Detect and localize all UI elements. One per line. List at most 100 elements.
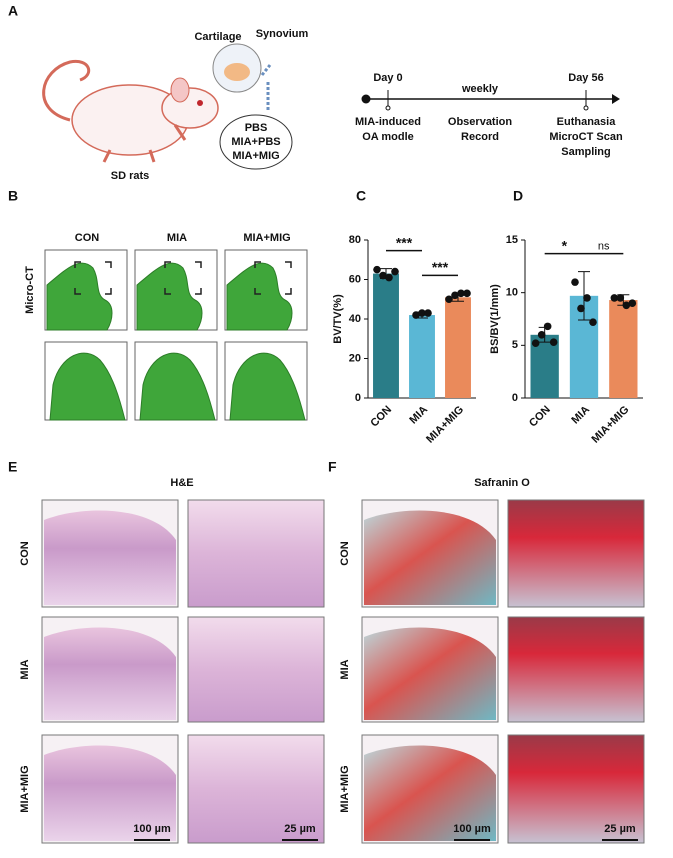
bar: [609, 300, 638, 398]
x-tick-label: MIA+MIG: [590, 404, 632, 446]
data-point: [385, 273, 393, 282]
data-point: [373, 265, 381, 274]
y-tick-label: 40: [349, 313, 361, 325]
event-text: Euthanasia: [557, 116, 617, 128]
y-axis-label: BV/TV(%): [332, 294, 344, 344]
scale-bar-label: 25 µm: [284, 823, 316, 835]
event-text: MIA-induced: [355, 116, 421, 128]
significance-label: ns: [598, 241, 610, 253]
group-header: CON: [75, 232, 100, 244]
significance-label: ***: [432, 259, 449, 275]
group-label: PBS: [245, 122, 268, 134]
data-point: [379, 271, 387, 280]
panel-label: A: [8, 3, 18, 19]
timeline-arrow: [612, 94, 620, 104]
x-tick-label: MIA: [407, 404, 430, 427]
significance-label: *: [562, 237, 568, 253]
y-axis-label: BS/BV(1/mm): [489, 284, 501, 354]
tissue-section: [364, 510, 496, 605]
histology-image: [507, 499, 645, 608]
data-point: [549, 338, 558, 346]
scale-bar-label: 100 µm: [453, 823, 491, 835]
cartilage-icon: [224, 63, 250, 81]
row-label: MIA+MIG: [339, 765, 351, 812]
event-text: OA modle: [362, 131, 414, 143]
row-label: MIA: [19, 659, 31, 679]
microct-bone: [136, 262, 203, 331]
y-tick-label: 60: [349, 273, 361, 285]
bar: [409, 315, 435, 398]
day-label: Day 56: [568, 72, 603, 84]
row-label: Micro-CT: [24, 266, 36, 314]
microct-bone: [226, 262, 293, 331]
timeline-tick-end: [385, 105, 391, 111]
zoom-bracket: [74, 261, 112, 295]
tissue-section: [364, 745, 496, 841]
zoom-bracket: [254, 261, 292, 295]
data-point: [412, 311, 420, 319]
bar: [373, 273, 399, 398]
x-tick-label: MIA: [569, 404, 592, 427]
data-point: [628, 299, 637, 308]
microct-bone: [139, 352, 216, 421]
panel-label: C: [356, 188, 366, 204]
data-point: [451, 291, 459, 300]
data-point: [391, 267, 399, 276]
group-label: MIA+MIG: [232, 150, 279, 162]
y-tick-label: 15: [506, 234, 518, 246]
y-tick-label: 20: [349, 352, 361, 364]
microct-bone: [46, 262, 113, 331]
bar: [445, 297, 471, 398]
row-label: CON: [339, 541, 351, 566]
panel-title: H&E: [170, 477, 193, 489]
group-ellipse: [219, 114, 293, 170]
significance-label: ***: [396, 234, 413, 250]
group-header: MIA+MIG: [243, 232, 290, 244]
panel-label: D: [513, 188, 523, 204]
inset-label: Cartilage: [194, 31, 241, 43]
row-label: MIA+MIG: [19, 765, 31, 812]
data-point: [610, 294, 619, 302]
data-point: [622, 301, 631, 310]
histology-image: [187, 616, 325, 723]
tissue-section: [44, 627, 176, 720]
rat-illustration: [42, 59, 219, 163]
event-text: Record: [461, 131, 499, 143]
y-tick-label: 80: [349, 234, 361, 246]
data-point: [616, 294, 625, 302]
scale-bar-label: 25 µm: [604, 823, 636, 835]
microct-bone: [49, 352, 126, 421]
histology-image: [187, 734, 325, 844]
data-point: [445, 295, 453, 304]
data-point: [463, 289, 471, 298]
y-tick-label: 5: [512, 339, 518, 351]
data-point: [583, 294, 591, 302]
panel-label: B: [8, 188, 18, 204]
group-header: MIA: [167, 232, 187, 244]
data-point: [571, 278, 579, 286]
tissue-section: [44, 510, 176, 605]
timeline-start: [361, 94, 371, 104]
data-point: [577, 304, 585, 313]
interval-label: weekly: [461, 83, 499, 95]
event-text: MicroCT Scan: [549, 131, 623, 143]
histology-image: [507, 616, 645, 723]
row-label: CON: [19, 541, 31, 566]
y-tick-label: 10: [506, 287, 518, 299]
syringe: [260, 64, 272, 112]
zoom-bracket: [164, 261, 202, 295]
panel-title: Safranin O: [474, 477, 530, 489]
data-point: [418, 309, 426, 317]
x-tick-label: MIA+MIG: [424, 404, 466, 446]
y-tick-label: 0: [355, 392, 361, 404]
data-point: [457, 289, 465, 298]
tissue-section: [44, 745, 176, 841]
row-label: MIA: [339, 659, 351, 679]
histology-image: [507, 734, 645, 844]
data-point: [531, 339, 540, 348]
inset-label: Synovium: [256, 28, 309, 40]
panel-label: E: [8, 459, 17, 475]
x-tick-label: CON: [368, 404, 394, 430]
data-point: [424, 309, 432, 317]
